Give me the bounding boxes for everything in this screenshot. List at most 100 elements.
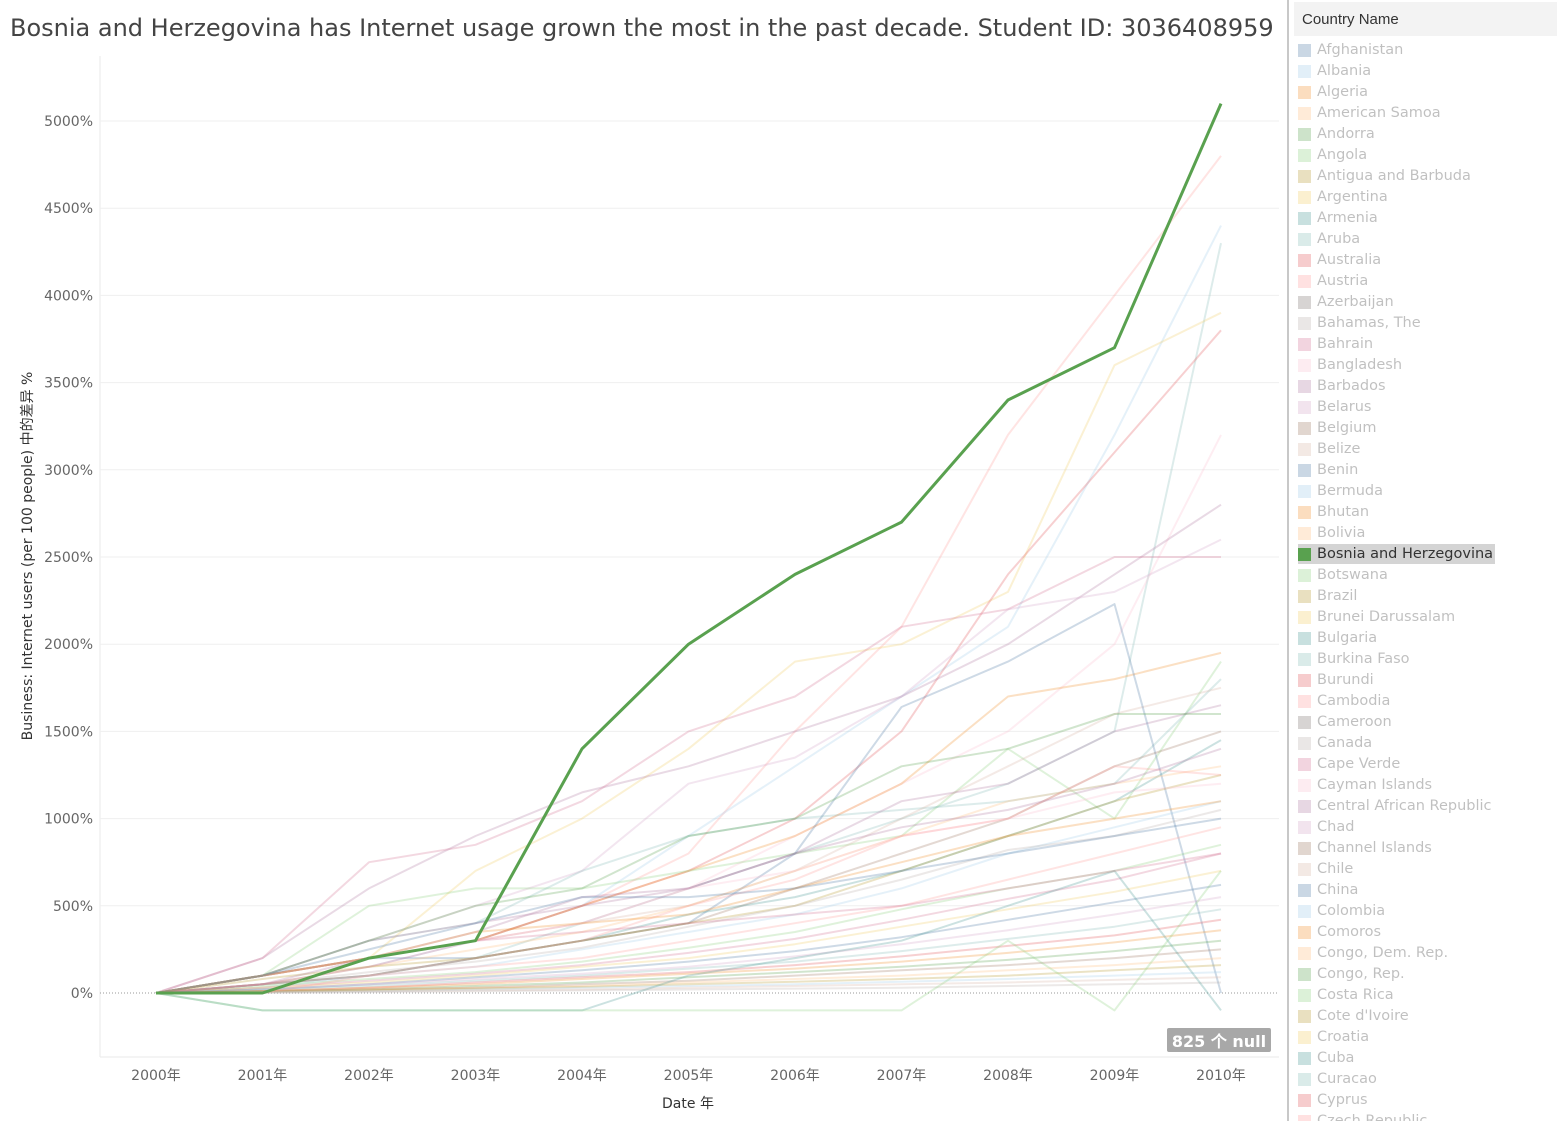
- legend-item[interactable]: Aruba: [1298, 229, 1360, 249]
- legend-item[interactable]: Cyprus: [1298, 1090, 1368, 1110]
- series-line[interactable]: [155, 329, 1222, 994]
- series-line[interactable]: [155, 651, 1222, 994]
- legend-item[interactable]: Burundi: [1298, 670, 1374, 690]
- series-line[interactable]: [155, 869, 1222, 1012]
- series-line[interactable]: [155, 678, 1222, 994]
- legend-item[interactable]: Channel Islands: [1298, 838, 1432, 858]
- legend-header[interactable]: Country Name: [1294, 2, 1557, 36]
- legend-item[interactable]: Andorra: [1298, 124, 1375, 144]
- legend-item[interactable]: Congo, Rep.: [1298, 964, 1405, 984]
- series-line-highlighted[interactable]: [156, 103, 1223, 995]
- legend-item[interactable]: Afghanistan: [1298, 40, 1403, 60]
- legend-item[interactable]: China: [1298, 880, 1358, 900]
- series-line[interactable]: [155, 843, 1222, 994]
- series-line[interactable]: [155, 713, 1221, 994]
- legend-item[interactable]: Bolivia: [1298, 523, 1365, 543]
- series-line[interactable]: [155, 225, 1222, 994]
- legend-item[interactable]: Canada: [1298, 733, 1372, 753]
- series-line[interactable]: [155, 883, 1222, 994]
- legend-item[interactable]: Benin: [1298, 460, 1358, 480]
- series-line[interactable]: [155, 971, 1222, 994]
- series-line[interactable]: [155, 964, 1222, 994]
- series-line[interactable]: [155, 826, 1222, 994]
- series-line[interactable]: [155, 774, 1222, 994]
- series-line[interactable]: [155, 817, 1222, 994]
- legend-item[interactable]: Cuba: [1298, 1048, 1354, 1068]
- legend-item[interactable]: American Samoa: [1298, 103, 1441, 123]
- legend-item[interactable]: Belize: [1298, 439, 1360, 459]
- series-line[interactable]: [155, 852, 1222, 994]
- series-line[interactable]: [155, 311, 1222, 994]
- legend-item[interactable]: Cameroon: [1298, 712, 1392, 732]
- series-line[interactable]: [155, 870, 1222, 1012]
- series-line[interactable]: [155, 242, 1222, 994]
- series-line[interactable]: [155, 957, 1222, 994]
- legend-item[interactable]: Albania: [1298, 61, 1371, 81]
- legend-item[interactable]: Cape Verde: [1298, 754, 1400, 774]
- legend-item[interactable]: Central African Republic: [1298, 796, 1492, 816]
- series-line[interactable]: [155, 782, 1222, 994]
- legend-item[interactable]: Cote d'Ivoire: [1298, 1006, 1409, 1026]
- series-line[interactable]: [155, 556, 1221, 994]
- panel-divider[interactable]: [1287, 0, 1289, 1121]
- legend-item[interactable]: Antigua and Barbuda: [1298, 166, 1471, 186]
- legend-item[interactable]: Curacao: [1298, 1069, 1377, 1089]
- series-line[interactable]: [155, 869, 1222, 994]
- legend-item[interactable]: Argentina: [1298, 187, 1388, 207]
- series-line[interactable]: [155, 661, 1222, 994]
- legend-item[interactable]: Costa Rica: [1298, 985, 1394, 1005]
- legend-item[interactable]: Bangladesh: [1298, 355, 1402, 375]
- series-line[interactable]: [156, 765, 1222, 994]
- legend-item[interactable]: Brunei Darussalam: [1298, 607, 1455, 627]
- legend-item[interactable]: Czech Republic: [1298, 1111, 1427, 1121]
- legend-item[interactable]: Bermuda: [1298, 481, 1383, 501]
- series-line[interactable]: [155, 896, 1222, 994]
- series-line[interactable]: [155, 939, 1222, 994]
- series-line[interactable]: [155, 704, 1222, 994]
- legend-item[interactable]: Comoros: [1298, 922, 1381, 942]
- null-count-badge[interactable]: 825 个 null: [1167, 1028, 1271, 1052]
- series-line[interactable]: [155, 503, 1222, 994]
- legend-item[interactable]: Bahamas, The: [1298, 313, 1421, 333]
- legend-item[interactable]: Barbados: [1298, 376, 1386, 396]
- legend-item[interactable]: Angola: [1298, 145, 1367, 165]
- series-line[interactable]: [155, 918, 1222, 994]
- legend-item[interactable]: Belgium: [1298, 418, 1376, 438]
- legend-item[interactable]: Cambodia: [1298, 691, 1390, 711]
- series-line[interactable]: [155, 686, 1222, 994]
- series-line[interactable]: [155, 434, 1222, 994]
- series-line[interactable]: [155, 929, 1222, 994]
- legend-item[interactable]: Australia: [1298, 250, 1381, 270]
- series-line[interactable]: [155, 800, 1222, 994]
- series-line[interactable]: [155, 747, 1222, 994]
- series-line[interactable]: [156, 981, 1222, 994]
- legend-item[interactable]: Bulgaria: [1298, 628, 1377, 648]
- series-line[interactable]: [155, 538, 1222, 994]
- legend-item[interactable]: Azerbaijan: [1298, 292, 1394, 312]
- series-line[interactable]: [155, 948, 1222, 994]
- series-line[interactable]: [155, 603, 1222, 994]
- series-line[interactable]: [155, 908, 1222, 994]
- legend-item[interactable]: Colombia: [1298, 901, 1385, 921]
- series-line[interactable]: [155, 852, 1222, 994]
- series-line[interactable]: [155, 808, 1222, 994]
- series-line[interactable]: [155, 765, 1222, 994]
- legend-item[interactable]: Brazil: [1298, 586, 1357, 606]
- legend-item[interactable]: Austria: [1298, 271, 1368, 291]
- legend-item[interactable]: Algeria: [1298, 82, 1368, 102]
- legend-item[interactable]: Bosnia and Herzegovina: [1298, 544, 1496, 564]
- legend-item[interactable]: Chad: [1298, 817, 1354, 837]
- legend-item[interactable]: Chile: [1298, 859, 1353, 879]
- legend-item[interactable]: Bhutan: [1298, 502, 1369, 522]
- legend-item[interactable]: Burkina Faso: [1298, 649, 1410, 669]
- legend-item[interactable]: Cayman Islands: [1298, 775, 1432, 795]
- legend-item[interactable]: Bahrain: [1298, 334, 1373, 354]
- series-line[interactable]: [155, 155, 1222, 994]
- series-line[interactable]: [155, 800, 1222, 994]
- series-line[interactable]: [155, 976, 1222, 994]
- legend-item[interactable]: Croatia: [1298, 1027, 1369, 1047]
- legend-item[interactable]: Belarus: [1298, 397, 1372, 417]
- legend-item[interactable]: Botswana: [1298, 565, 1388, 585]
- legend-item[interactable]: Armenia: [1298, 208, 1378, 228]
- legend-item[interactable]: Congo, Dem. Rep.: [1298, 943, 1448, 963]
